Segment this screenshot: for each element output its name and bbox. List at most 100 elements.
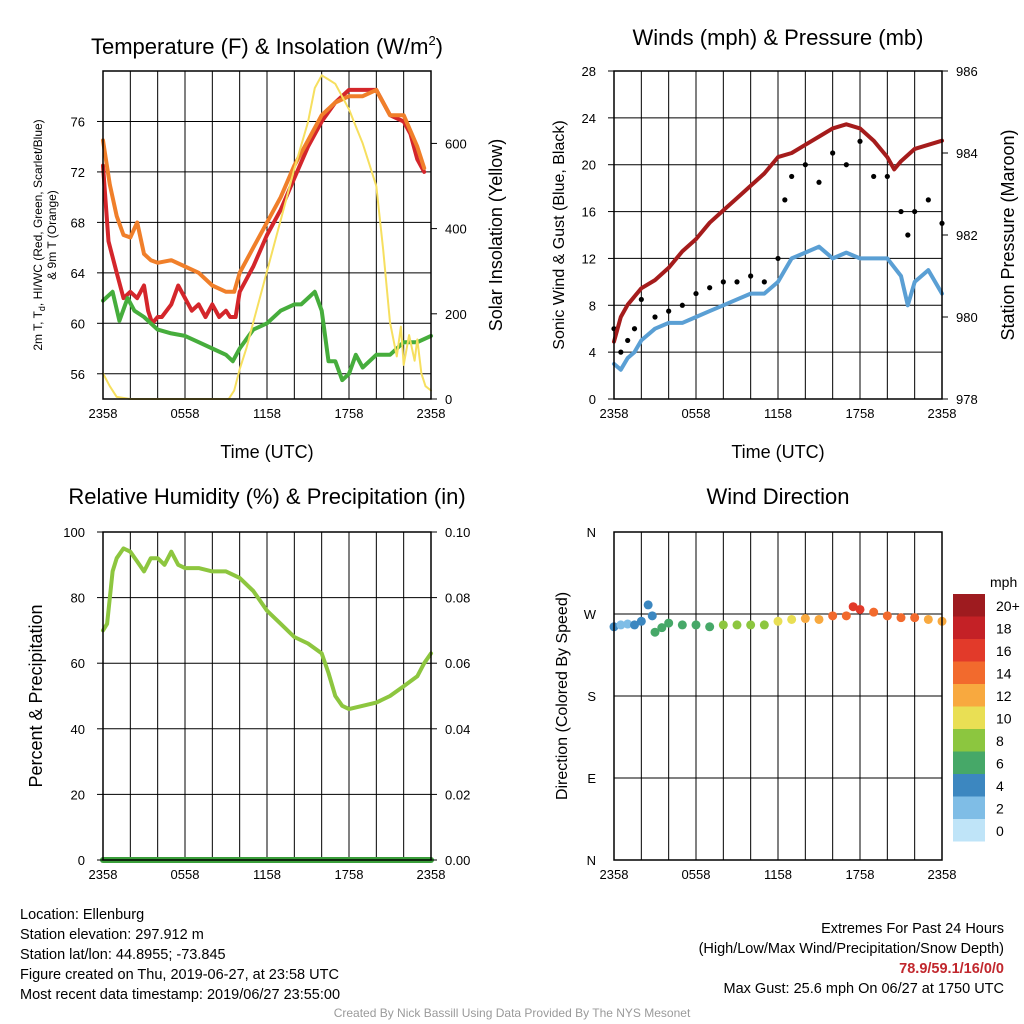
direction-point: [746, 620, 756, 630]
dir-series: [609, 600, 947, 637]
colorbar-swatch: [953, 639, 985, 662]
wind-y-ticks-left: 0 4 8 12 16 20 24 28: [582, 64, 614, 407]
y-tick-label-left: 24: [582, 111, 596, 126]
colorbar-swatch: [953, 796, 985, 819]
colorbar-label: 18: [996, 621, 1012, 637]
extremes-block: Extremes For Past 24 Hours (High/Low/Max…: [699, 919, 1004, 999]
rh-ylabel-left: Percent & Precipitation: [26, 604, 46, 787]
wind-grid: [614, 71, 942, 399]
dir-ylabel-left: Direction (Colored By Speed): [554, 592, 571, 800]
colorbar-label: 8: [996, 733, 1004, 749]
y-tick-label-left: 76: [71, 114, 85, 129]
dir-x-ticks: 2358 0558 1158 1758 2358: [600, 867, 957, 882]
gust-point: [912, 208, 918, 215]
y-tick-label-right: 0.04: [445, 722, 470, 737]
gust-point: [638, 296, 644, 303]
y-tick-label-right: 400: [445, 222, 467, 237]
wind-panel: Winds (mph) & Pressure (mb) 2358 0558 1158…: [551, 25, 1018, 462]
direction-point: [814, 614, 824, 624]
direction-point: [910, 613, 920, 623]
y-tick-label-left: 4: [589, 345, 596, 360]
y-tick-label-left: 20: [582, 158, 596, 173]
station-elevation: Station elevation: 297.912 m: [20, 927, 204, 943]
x-tick-label: 2358: [600, 406, 629, 421]
colorbar-label: 2: [996, 801, 1004, 817]
recent-timestamp: Most recent data timestamp: 2019/06/27 2…: [20, 987, 341, 1003]
temp-title: Temperature (F) & Insolation (W/m2): [91, 33, 443, 59]
y-tick-label-left: 64: [71, 266, 85, 281]
wind-y-ticks-right: 978 980 982 984 986: [942, 64, 978, 407]
y-tick-label-left: 0: [589, 392, 596, 407]
gust-point: [782, 197, 788, 203]
colorbar-swatch: [953, 729, 985, 752]
gust-point: [775, 255, 781, 262]
x-tick-label: 1758: [846, 867, 875, 882]
y-tick-label-right: 978: [956, 392, 978, 407]
direction-point: [691, 620, 701, 630]
y-tick-label: S: [587, 689, 596, 704]
gust-point: [631, 326, 638, 332]
temp-ylabel-left-line2: & 9m T (Orange): [45, 190, 59, 280]
wind-series: [611, 122, 945, 372]
y-tick-label-right: 0.08: [445, 591, 470, 606]
temp-plot-frame: [102, 70, 432, 400]
rh-x-ticks: 2358 0558 1158 1758 2358: [89, 867, 446, 882]
max-gust: Max Gust: 25.6 mph On 06/27 at 1750 UTC: [723, 981, 1004, 997]
direction-point: [773, 616, 783, 626]
y-tick-label-right: 986: [956, 64, 978, 79]
y-tick-label-left: 60: [71, 656, 85, 671]
temp-ylabel-left-a: 2m T, T: [31, 310, 45, 350]
gust-point: [898, 208, 904, 215]
gust-point: [693, 290, 699, 297]
y-tick-label: W: [584, 607, 597, 622]
gust-point: [789, 173, 795, 180]
wind-xlabel: Time (UTC): [731, 442, 824, 462]
temp-x-ticks: 2358 0558 1158 1758 2358: [89, 406, 446, 421]
colorbar-label: 0: [996, 823, 1004, 839]
y-tick-label-left: 60: [71, 316, 85, 331]
y-tick-label-left: 40: [71, 722, 85, 737]
colorbar-swatch: [953, 684, 985, 707]
x-tick-label: 0558: [171, 406, 200, 421]
gust-point: [720, 279, 726, 285]
x-tick-label: 1158: [253, 406, 281, 421]
colorbar-swatch: [953, 661, 985, 684]
direction-point: [718, 620, 728, 630]
direction-point: [643, 600, 653, 610]
colorbar-swatch: [953, 706, 985, 729]
x-tick-label: 1758: [846, 406, 875, 421]
direction-point: [705, 622, 715, 632]
station-latlon: Station lat/lon: 44.8955; -73.845: [20, 947, 226, 963]
x-tick-label: 1758: [335, 867, 364, 882]
direction-point: [650, 627, 660, 637]
direction-point: [869, 607, 879, 617]
colorbar-swatch: [953, 616, 985, 639]
y-tick-label-left: 80: [71, 591, 85, 606]
series-line: [612, 244, 944, 372]
x-tick-label: 1758: [335, 406, 364, 421]
direction-point: [800, 614, 810, 624]
y-tick-label-left: 8: [589, 298, 596, 313]
x-tick-label: 2358: [928, 406, 957, 421]
y-tick-label-left: 28: [582, 64, 596, 79]
x-tick-label: 0558: [682, 406, 711, 421]
y-tick-label-right: 982: [956, 228, 978, 243]
dir-grid: [614, 532, 942, 860]
y-tick-label: N: [587, 525, 596, 540]
colorbar-swatch: [953, 774, 985, 797]
gust-point: [679, 302, 685, 308]
direction-point: [623, 619, 633, 629]
rh-y-ticks-left: 0 20 40 60 80 100: [63, 525, 103, 868]
gust-point: [857, 138, 863, 144]
gust-point: [843, 162, 849, 168]
gust-point: [884, 173, 890, 180]
gust-point: [761, 279, 767, 285]
colorbar-label: 14: [996, 666, 1012, 682]
series-line: [612, 122, 944, 344]
y-tick-label-left: 16: [582, 205, 596, 220]
gust-point: [816, 179, 822, 185]
direction-point: [923, 614, 933, 624]
temp-ylabel-right: Solar Insolation (Yellow): [486, 139, 506, 331]
y-tick-label-left: 56: [71, 367, 85, 382]
temp-ylabel-left-b: , HI/WC (Red, Green, Scarlet/Blue): [31, 119, 45, 306]
